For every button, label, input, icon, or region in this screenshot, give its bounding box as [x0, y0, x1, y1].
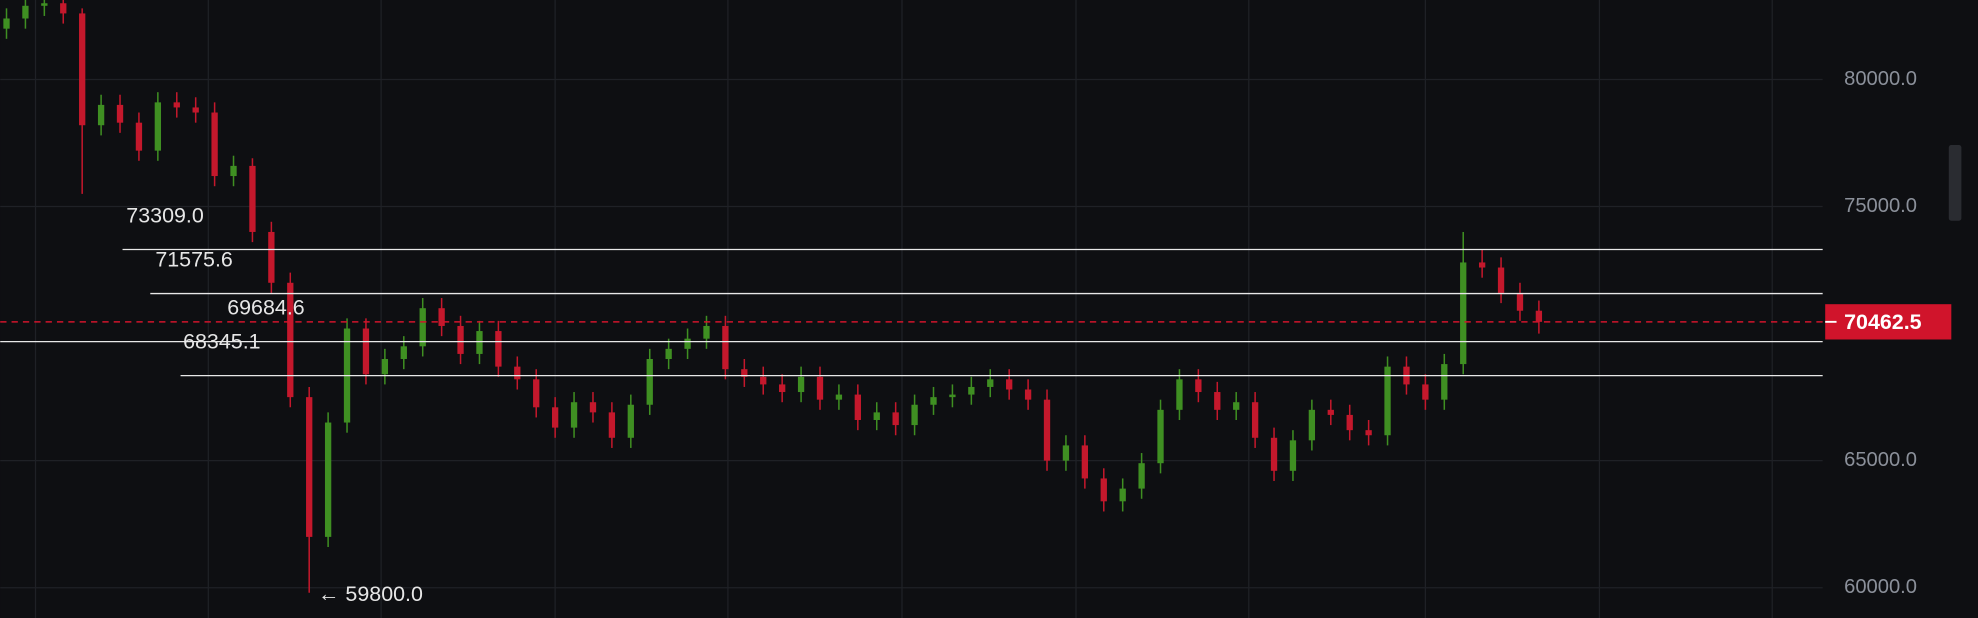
candle-body: [722, 325, 729, 370]
candle-body: [608, 412, 616, 438]
candle-body: [60, 3, 67, 14]
vertical-grid: [34, 0, 1773, 618]
level-label: 69684.6: [227, 295, 304, 319]
candle-body: [79, 13, 86, 126]
candle-body: [589, 402, 597, 413]
candle-body: [646, 359, 653, 405]
candle-body: [1176, 379, 1183, 410]
candle-body: [703, 325, 710, 339]
candle-body: [1138, 463, 1145, 489]
candle-body: [570, 402, 578, 428]
y-tick-label: 60000.0: [1844, 576, 1917, 598]
candle-body: [968, 386, 975, 395]
candle-body: [97, 104, 105, 126]
candle-body: [892, 412, 899, 426]
candle-body: [1384, 366, 1391, 436]
candle-body: [684, 338, 691, 349]
candle-body: [1251, 402, 1259, 438]
candle-body: [1062, 445, 1070, 461]
candle-body: [1024, 389, 1032, 400]
candle-body: [1119, 488, 1126, 502]
candle-body: [816, 376, 824, 400]
candle-body: [268, 231, 275, 283]
candle-body: [41, 3, 48, 6]
candle-body: [1043, 399, 1051, 461]
candle-body: [1214, 392, 1221, 410]
candle-body: [741, 369, 748, 377]
candle-body: [1233, 402, 1240, 410]
current-price-tag: [1825, 304, 1952, 340]
candle-body: [381, 359, 389, 375]
candle-body: [514, 366, 521, 380]
candle-body: [1100, 478, 1107, 502]
candle-body: [987, 379, 994, 387]
candle-body: [1327, 409, 1334, 415]
candle-body: [192, 107, 199, 113]
candle-body: [419, 308, 426, 347]
candle-body: [400, 346, 407, 360]
candle-body: [1478, 262, 1486, 268]
candle-body: [116, 104, 124, 123]
level-label: 73309.0: [126, 203, 204, 227]
candle-body: [930, 397, 937, 405]
candle-body: [457, 325, 464, 354]
y-tick-label: 75000.0: [1844, 195, 1917, 217]
candle-body: [249, 165, 256, 232]
candle-body: [438, 308, 445, 326]
level-label: 68345.1: [183, 330, 261, 354]
candle-body: [3, 18, 10, 29]
candle-body: [835, 394, 843, 400]
candle-body: [154, 102, 162, 151]
candle-body: [287, 282, 294, 398]
candle-body: [306, 397, 313, 537]
level-label: 71575.6: [155, 247, 232, 271]
candle-body: [1270, 437, 1278, 471]
candle-body: [476, 331, 483, 354]
y-tick-label: 80000.0: [1844, 68, 1917, 90]
candle-body: [779, 384, 786, 393]
candle-body: [135, 122, 143, 151]
candle-body: [1346, 414, 1353, 431]
candle-body: [362, 328, 370, 375]
low-annotation: ← 59800.0: [318, 582, 423, 606]
candle-body: [1289, 440, 1297, 471]
candle-body: [211, 112, 218, 177]
scroll-handle[interactable]: [1948, 145, 1962, 221]
candle-body: [533, 379, 540, 408]
current-price-label: 70462.5: [1844, 310, 1922, 334]
candle-body: [873, 412, 880, 420]
candle-body: [911, 404, 918, 426]
candle-body: [551, 407, 559, 428]
candle-body: [665, 348, 672, 360]
candle-body: [1497, 267, 1505, 293]
candle-body: [854, 394, 861, 420]
candle-body: [1006, 379, 1013, 390]
candle-body: [949, 394, 956, 398]
candle-body: [1535, 310, 1543, 322]
candle-body: [495, 331, 502, 367]
candle-body: [230, 165, 237, 177]
candle-body: [1516, 292, 1524, 311]
y-tick-label: 65000.0: [1844, 449, 1917, 471]
candle-body: [1081, 445, 1089, 479]
candle-body: [760, 376, 767, 385]
candle-body: [1157, 409, 1164, 464]
candle-body: [627, 404, 634, 438]
candle-body: [173, 102, 180, 108]
candle-body: [1460, 262, 1467, 365]
candle-body: [1195, 379, 1202, 393]
candle-body: [1441, 364, 1448, 400]
candle-body: [1365, 430, 1372, 436]
candle-body: [22, 5, 29, 19]
candle-body: [324, 422, 332, 537]
candle-body: [1308, 409, 1316, 441]
candle-body: [1422, 384, 1429, 400]
candle-body: [797, 376, 805, 393]
